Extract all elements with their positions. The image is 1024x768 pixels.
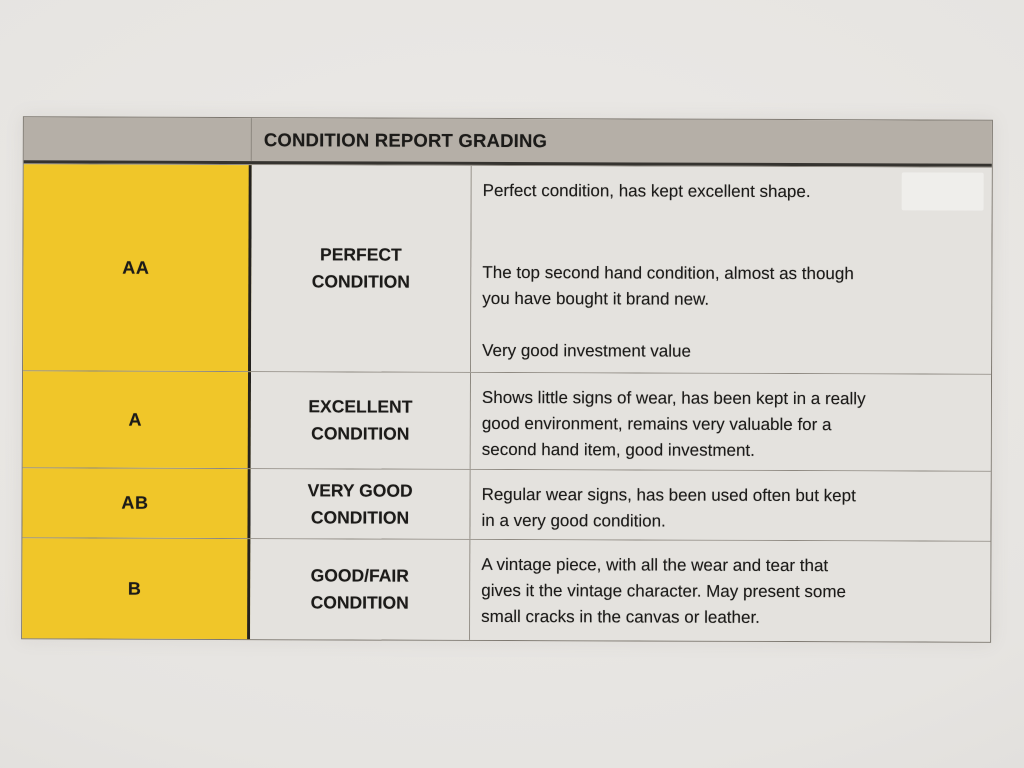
description-cell-ab: Regular wear signs, has been used often … bbox=[470, 469, 991, 541]
condition-grading-table: CONDITION REPORT GRADING AA PERFECT COND… bbox=[21, 116, 993, 643]
grade-cell-ab: AB bbox=[22, 468, 251, 539]
condition-name: GOOD/FAIR CONDITION bbox=[310, 565, 409, 613]
grade-label: B bbox=[127, 578, 142, 599]
grade-cell-aa: AA bbox=[23, 164, 252, 372]
description-paragraph: The top second hand condition, almost as… bbox=[482, 262, 854, 309]
description-paragraph: A vintage piece, with all the wear and t… bbox=[481, 554, 847, 627]
condition-name-cell-aa: PERFECT CONDITION bbox=[251, 165, 472, 372]
description-cell-a: Shows little signs of wear, has been kep… bbox=[470, 372, 992, 471]
description-paragraph: Shows little signs of wear, has been kep… bbox=[481, 387, 866, 460]
condition-name-cell-b: GOOD/FAIR CONDITION bbox=[250, 539, 471, 640]
description-cell-aa: Perfect condition, has kept excellent sh… bbox=[471, 165, 992, 374]
table-row-grade-ab: AB VERY GOOD CONDITION Regular wear sign… bbox=[22, 467, 991, 541]
table-title: CONDITION REPORT GRADING bbox=[263, 128, 548, 151]
condition-name-cell-ab: VERY GOOD CONDITION bbox=[250, 469, 471, 539]
table-header-row: CONDITION REPORT GRADING bbox=[23, 117, 992, 167]
condition-name: VERY GOOD CONDITION bbox=[307, 479, 413, 528]
grade-label: A bbox=[128, 409, 143, 430]
header-grade-column-spacer bbox=[23, 117, 252, 162]
description-paragraph: Regular wear signs, has been used often … bbox=[481, 484, 856, 531]
header-title-cell: CONDITION REPORT GRADING bbox=[252, 118, 992, 164]
description-paragraph: Very good investment value bbox=[482, 340, 691, 361]
table-row-grade-a: A EXCELLENT CONDITION Shows little signs… bbox=[22, 370, 992, 471]
grade-cell-a: A bbox=[22, 371, 252, 469]
description-cell-b: A vintage piece, with all the wear and t… bbox=[470, 539, 991, 642]
table-row-grade-aa: AA PERFECT CONDITION Perfect condition, … bbox=[23, 163, 992, 374]
condition-name: PERFECT CONDITION bbox=[311, 244, 410, 292]
condition-name-cell-a: EXCELLENT CONDITION bbox=[250, 372, 472, 469]
grade-label: AB bbox=[121, 492, 149, 513]
table-row-grade-b: B GOOD/FAIR CONDITION A vintage piece, w… bbox=[22, 537, 991, 642]
grade-label: AA bbox=[122, 257, 150, 278]
grade-cell-b: B bbox=[22, 538, 251, 640]
description-paragraph: Perfect condition, has kept excellent sh… bbox=[482, 180, 811, 202]
condition-name: EXCELLENT CONDITION bbox=[308, 396, 413, 444]
